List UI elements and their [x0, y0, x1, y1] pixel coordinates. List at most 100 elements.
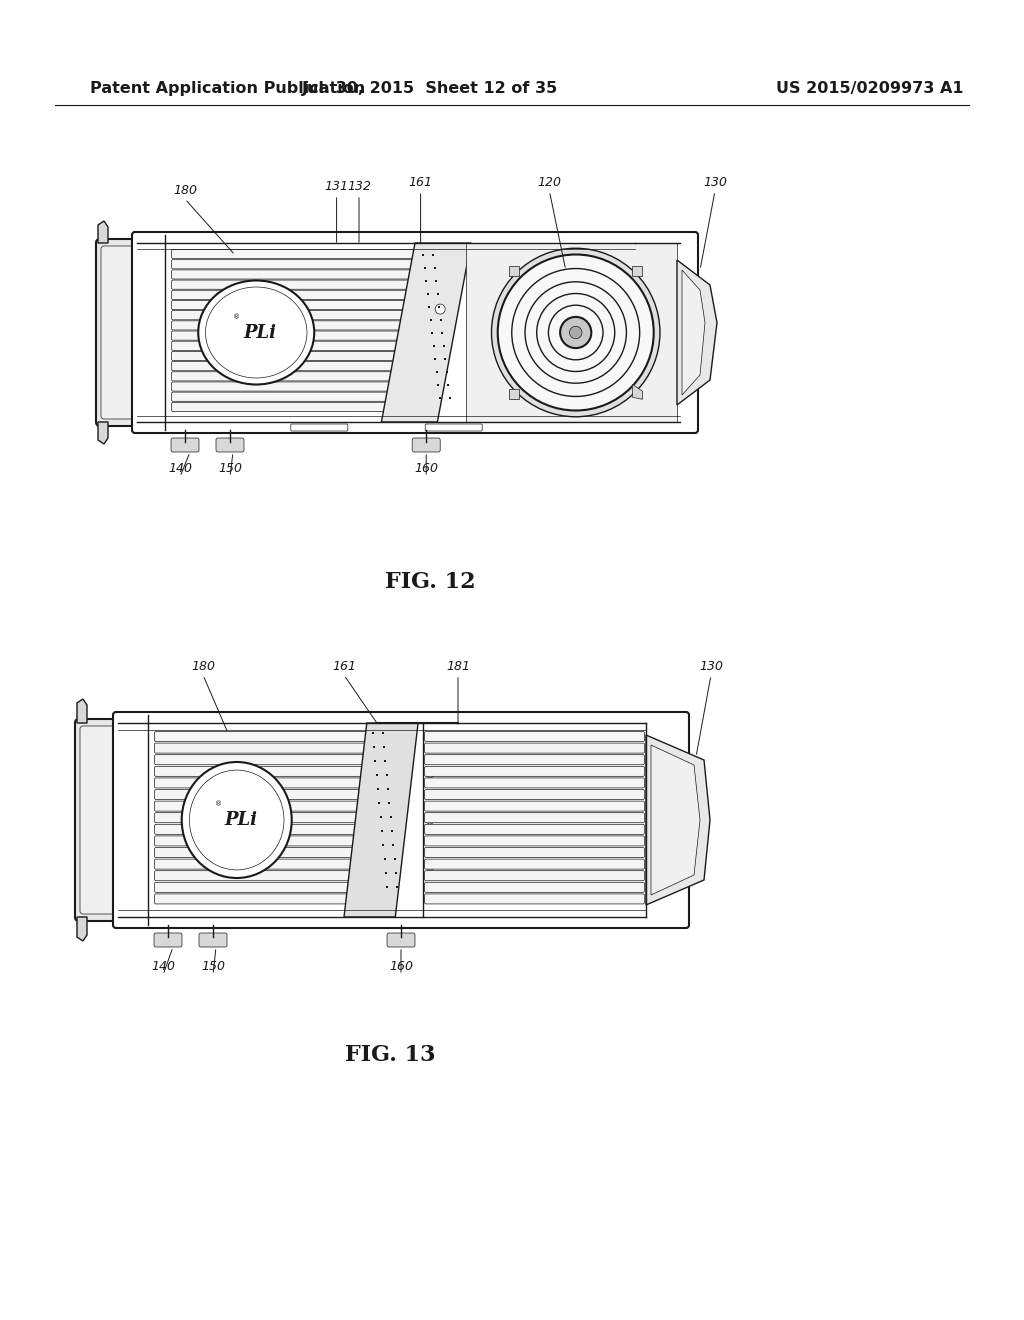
Text: Patent Application Publication: Patent Application Publication	[90, 81, 366, 95]
FancyBboxPatch shape	[425, 801, 644, 810]
FancyBboxPatch shape	[171, 438, 199, 451]
FancyBboxPatch shape	[132, 232, 698, 433]
Text: 150: 150	[218, 462, 242, 475]
FancyBboxPatch shape	[155, 813, 366, 822]
FancyBboxPatch shape	[171, 249, 437, 259]
FancyBboxPatch shape	[155, 871, 359, 880]
FancyBboxPatch shape	[171, 260, 435, 269]
FancyBboxPatch shape	[425, 894, 644, 904]
FancyBboxPatch shape	[154, 933, 182, 946]
Circle shape	[537, 293, 614, 371]
FancyBboxPatch shape	[291, 424, 348, 432]
Text: Jul. 30, 2015  Sheet 12 of 35: Jul. 30, 2015 Sheet 12 of 35	[302, 81, 558, 95]
Text: 120: 120	[538, 176, 561, 189]
FancyBboxPatch shape	[155, 859, 360, 869]
Polygon shape	[509, 389, 519, 399]
Circle shape	[426, 816, 434, 824]
Polygon shape	[646, 735, 710, 906]
FancyBboxPatch shape	[425, 424, 482, 432]
Polygon shape	[466, 243, 677, 422]
FancyBboxPatch shape	[171, 392, 409, 401]
FancyBboxPatch shape	[171, 372, 413, 381]
FancyBboxPatch shape	[413, 438, 440, 451]
FancyBboxPatch shape	[80, 726, 120, 913]
FancyBboxPatch shape	[425, 859, 644, 869]
FancyBboxPatch shape	[171, 269, 433, 279]
Text: ®: ®	[215, 801, 222, 807]
FancyBboxPatch shape	[171, 321, 423, 330]
FancyBboxPatch shape	[199, 933, 227, 946]
Ellipse shape	[189, 770, 284, 870]
Text: 180: 180	[191, 660, 215, 673]
FancyBboxPatch shape	[425, 777, 644, 788]
Text: PLi: PLi	[244, 323, 276, 342]
FancyBboxPatch shape	[171, 290, 429, 300]
Ellipse shape	[206, 286, 307, 378]
Polygon shape	[98, 220, 108, 243]
FancyBboxPatch shape	[425, 882, 644, 892]
FancyBboxPatch shape	[425, 871, 644, 880]
FancyBboxPatch shape	[75, 719, 125, 921]
FancyBboxPatch shape	[155, 824, 365, 834]
Polygon shape	[651, 744, 700, 895]
FancyBboxPatch shape	[171, 301, 427, 310]
FancyBboxPatch shape	[96, 239, 144, 426]
FancyBboxPatch shape	[425, 813, 644, 822]
Text: 161: 161	[409, 176, 432, 189]
Text: 161: 161	[332, 660, 356, 673]
FancyBboxPatch shape	[387, 933, 415, 946]
Text: 130: 130	[699, 660, 723, 673]
Polygon shape	[77, 700, 87, 723]
FancyBboxPatch shape	[113, 711, 689, 928]
FancyBboxPatch shape	[155, 731, 374, 742]
Text: ®: ®	[232, 314, 240, 321]
Polygon shape	[633, 384, 642, 399]
FancyBboxPatch shape	[155, 743, 373, 754]
FancyBboxPatch shape	[155, 847, 361, 858]
Circle shape	[435, 304, 445, 314]
Polygon shape	[381, 243, 471, 422]
Polygon shape	[682, 271, 705, 395]
Circle shape	[426, 862, 434, 870]
FancyBboxPatch shape	[155, 789, 368, 800]
FancyBboxPatch shape	[425, 847, 644, 858]
Text: 140: 140	[168, 462, 193, 475]
FancyBboxPatch shape	[216, 438, 244, 451]
Circle shape	[560, 317, 591, 348]
FancyBboxPatch shape	[425, 767, 644, 776]
Text: 160: 160	[414, 462, 438, 475]
Text: 180: 180	[173, 183, 197, 197]
FancyBboxPatch shape	[171, 403, 407, 412]
Text: FIG. 13: FIG. 13	[345, 1044, 435, 1067]
FancyBboxPatch shape	[425, 731, 644, 742]
Polygon shape	[633, 265, 642, 276]
FancyBboxPatch shape	[155, 755, 372, 764]
Text: 132: 132	[347, 180, 371, 193]
Text: 140: 140	[151, 960, 175, 973]
FancyBboxPatch shape	[171, 341, 419, 350]
FancyBboxPatch shape	[171, 351, 417, 360]
Circle shape	[498, 255, 653, 411]
Polygon shape	[98, 422, 108, 444]
Circle shape	[512, 268, 640, 396]
FancyBboxPatch shape	[425, 824, 644, 834]
FancyBboxPatch shape	[171, 331, 421, 341]
FancyBboxPatch shape	[425, 789, 644, 800]
Polygon shape	[509, 265, 519, 276]
Polygon shape	[344, 723, 418, 917]
FancyBboxPatch shape	[155, 882, 358, 892]
Circle shape	[525, 281, 627, 383]
Text: 181: 181	[446, 660, 470, 673]
Polygon shape	[677, 260, 717, 405]
Circle shape	[549, 305, 603, 360]
FancyBboxPatch shape	[171, 381, 411, 391]
FancyBboxPatch shape	[155, 836, 362, 846]
Text: 150: 150	[201, 960, 225, 973]
Circle shape	[569, 326, 582, 339]
Polygon shape	[77, 917, 87, 941]
FancyBboxPatch shape	[171, 310, 425, 319]
Text: 130: 130	[703, 176, 727, 189]
FancyBboxPatch shape	[155, 801, 367, 810]
Ellipse shape	[181, 762, 292, 878]
Text: 160: 160	[389, 960, 413, 973]
